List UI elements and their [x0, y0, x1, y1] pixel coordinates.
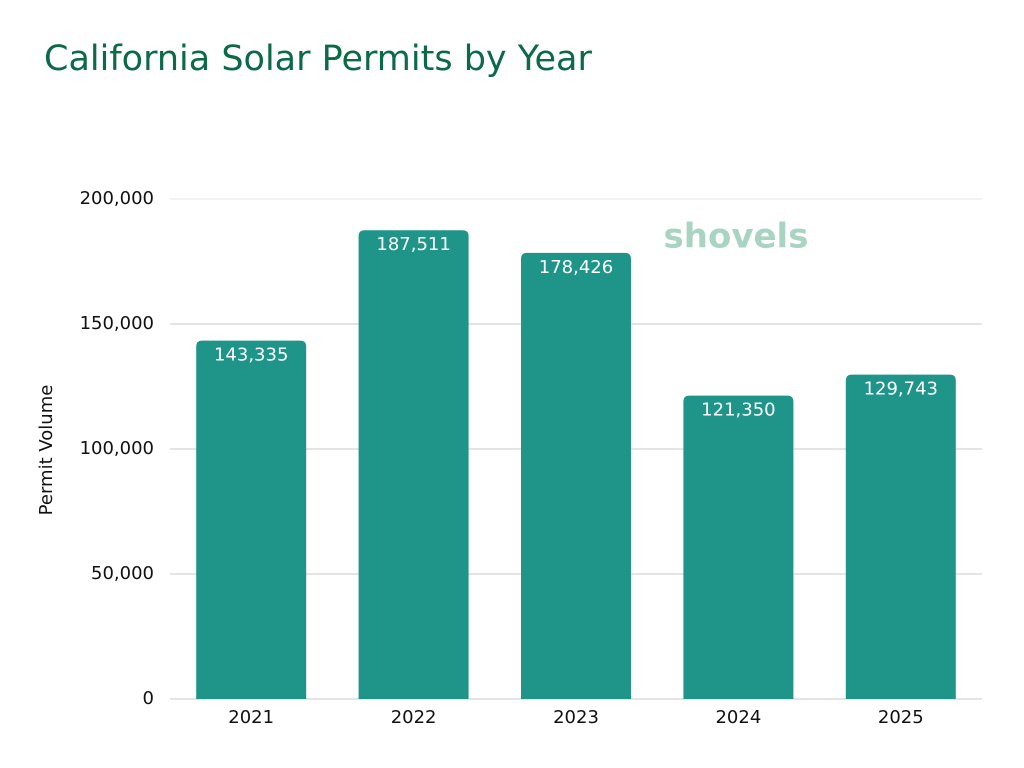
- data-label: 187,511: [376, 234, 450, 255]
- x-tick-label: 2024: [715, 707, 761, 728]
- data-label: 178,426: [539, 257, 613, 278]
- x-tick-label: 2022: [391, 707, 437, 728]
- watermark: shovels: [664, 217, 809, 257]
- bar: [521, 252, 631, 699]
- data-label: 129,743: [864, 379, 938, 400]
- bar: [683, 395, 794, 699]
- bar: [845, 374, 956, 699]
- data-label: 121,350: [701, 400, 775, 421]
- x-tick-label: 2023: [553, 707, 599, 728]
- bar: [196, 340, 307, 699]
- y-tick-label: 100,000: [80, 438, 154, 459]
- y-tick-label: 0: [143, 688, 154, 709]
- y-tick-label: 150,000: [80, 313, 154, 334]
- x-tick-label: 2025: [878, 707, 924, 728]
- y-axis-label: Permit Volume: [36, 385, 57, 516]
- y-tick-label: 50,000: [91, 563, 154, 584]
- y-tick-label: 200,000: [80, 188, 154, 209]
- bar: [358, 230, 469, 699]
- x-tick-label: 2021: [228, 707, 274, 728]
- data-label: 143,335: [214, 345, 288, 366]
- chart-title: California Solar Permits by Year: [44, 39, 592, 79]
